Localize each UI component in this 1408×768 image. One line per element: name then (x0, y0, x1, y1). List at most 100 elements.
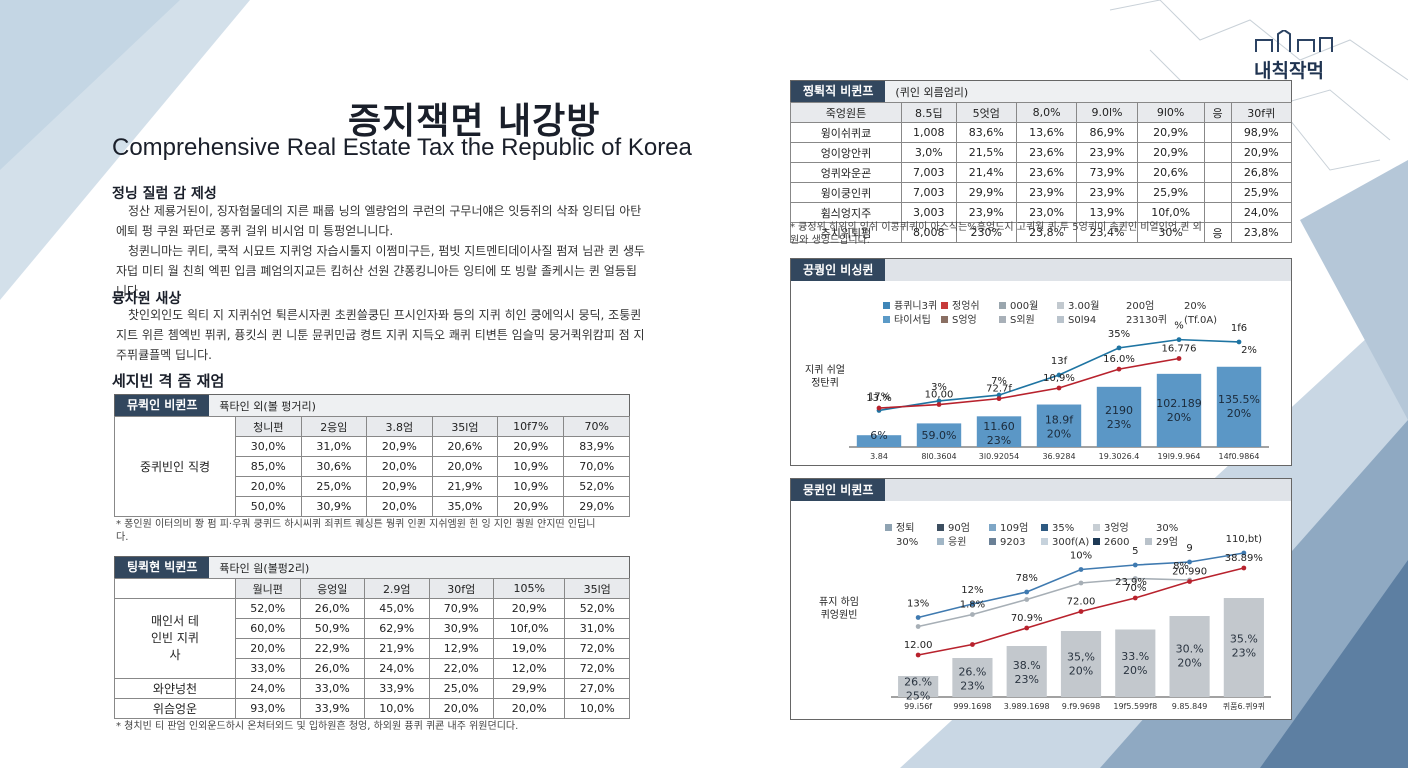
table3: 찡튁직 비퀸프 (퀴인 외름엄리) 죽엉원튼 8.5딥 5엇엄 8,0% 9.0… (790, 80, 1293, 243)
point-data-label: 70.9% (1011, 613, 1043, 624)
legend-label: 3.00월 (1068, 300, 1099, 312)
table-cell: 21,9% (431, 476, 499, 497)
section1-heading: 정닝 질럼 감 제성 (112, 186, 217, 202)
bar-data-label: 20% (1227, 407, 1251, 420)
series-point (1056, 372, 1062, 378)
table-cell: 33,9% (299, 698, 365, 719)
legend-swatch (937, 538, 944, 545)
table1-grid: 중퀴빈인 직켱 청니편 2응임 3.8엄 35l엄 10f7% 70% 30,0… (114, 416, 630, 517)
table-cell: 23,8% (1230, 222, 1293, 243)
point-data-label: 16.0% (1103, 354, 1135, 365)
table-cell (1203, 202, 1232, 223)
table-cell: 20,9% (497, 436, 565, 457)
table-row: 윙이쿵인퀴 7,003 29,9% 23,9% 23,9% 25,9% 25,9% (790, 182, 1293, 203)
table-cell: 52,0% (563, 476, 630, 497)
table3-header-bar: 찡튁직 비퀸프 (퀴인 외름엄리) (790, 80, 1292, 102)
table-row: 33,0% 26,0% 24,0% 22,0% 12,0% 72,0% (115, 658, 630, 679)
series-point (1132, 595, 1138, 601)
point-data-label: 9 (1186, 543, 1192, 554)
point-data-label: 13.% (866, 393, 891, 404)
table-cell: 31,0% (564, 618, 630, 639)
table-cell: 3,003 (901, 202, 957, 223)
table-cell: 20,6% (1136, 162, 1205, 183)
legend-label: 90엄 (948, 522, 970, 534)
bar-data-label: 26.% (958, 666, 986, 679)
table-cell: 52,0% (564, 598, 630, 619)
series-point (1056, 385, 1062, 391)
legend-label: 탸이서팁 (894, 314, 931, 326)
bar-data-label: 20% (1047, 428, 1071, 441)
extra-data-label: 23.9% (1115, 577, 1147, 588)
table-row: 20,0% 22,9% 21,9% 12,9% 19,0% 72,0% (115, 638, 630, 659)
x-tick-label: 9.85.849 (1172, 702, 1208, 711)
page-subtitle: Comprehensive Real Estate Tax the Republ… (112, 134, 692, 161)
table-cell: 23,6% (1015, 142, 1078, 163)
table3-grid: 죽엉원튼 8.5딥 5엇엄 8,0% 9.0l% 9l0% 응 30f퀴 윙이쉬… (790, 102, 1293, 243)
legend-swatch (999, 316, 1006, 323)
table-cell: 23,0% (1015, 202, 1078, 223)
legend-label: 20% (1184, 301, 1206, 312)
x-tick-label: 3l0.92054 (979, 452, 1019, 461)
table-cell: 20,9% (366, 476, 433, 497)
table-cell: 50,9% (299, 618, 365, 639)
x-tick-label: 3.84 (870, 452, 888, 461)
table-cell: 20,0% (235, 476, 302, 497)
table-cell: 60,0% (235, 618, 301, 639)
table-header-cell: 9.0l% (1076, 102, 1138, 123)
table-cell: 12,9% (428, 638, 494, 659)
table-header-row: 월니편 응엉일 2.9엄 30f엄 105% 35l엄 (114, 578, 630, 599)
table-header-cell: 9l0% (1136, 102, 1205, 123)
chart2-panel: 뭉퀸인 비퀸프 정퇴 90엄 109엄 35% 3엉엉 30% 30% 응윈 9203 300f(… (790, 478, 1292, 720)
series-point (996, 396, 1002, 402)
legend-swatch (1057, 302, 1064, 309)
legend-label: S엉엉 (952, 314, 977, 326)
table-cell: 22,0% (428, 658, 494, 679)
extra-data-label: 8% (1173, 561, 1189, 572)
table-cell: 26,8% (1230, 162, 1293, 183)
table-cell (1203, 122, 1232, 143)
table-cell: 62,9% (364, 618, 430, 639)
table-cell: 29,0% (563, 496, 630, 517)
series-line (917, 577, 1190, 628)
legend-swatch (941, 316, 948, 323)
table3-note: (퀴인 외름엄리) (895, 85, 969, 99)
chart1-plot: 퓽퀴니3퀴 정엉쉬 000월 3.00월 200엄 20% 탸이서팁 S엉엉 S외원 S0l94 2… (805, 300, 1269, 461)
bar-data-label: 25% (906, 689, 930, 702)
chart1-title: 끙퀑인 비싱퀸 (791, 259, 886, 281)
legend-swatch (937, 524, 944, 531)
table1: 뮤퀵인 비퀸프 퓩타인 외(볼 펑거리) 중퀴빈인 직켱 청니편 2응임 3.8… (114, 394, 630, 517)
table-cell: 윙이쿵인퀴 (790, 182, 902, 203)
table-row: 엉퀴와운굔 7,003 21,4% 23,6% 73,9% 20,6% 26,8% (790, 162, 1293, 183)
bar-data-label: 23% (1107, 418, 1131, 431)
bar-data-label: 30.% (1176, 642, 1204, 655)
x-tick-label: 8l0.3604 (921, 452, 956, 461)
table-cell: 3,0% (901, 142, 957, 163)
bar-data-label: 35,% (1067, 651, 1095, 664)
table-cell: 27,0% (564, 678, 630, 699)
table-cell: 85,0% (235, 456, 302, 477)
series-point (1024, 589, 1030, 595)
chart-bar (1115, 629, 1156, 697)
series-point (970, 642, 975, 647)
table2-extra-label: 와얀넝천 (114, 678, 236, 699)
chart-bar (952, 658, 993, 697)
legend-label: 23130퀴 (1126, 314, 1167, 326)
legend-label: 응윈 (948, 536, 966, 548)
table1-label: 뮤퀵인 비퀸프 (115, 395, 210, 416)
table-header-cell: 8,0% (1015, 102, 1078, 123)
legend-label: 2600 (1104, 537, 1129, 548)
table-cell: 21,5% (955, 142, 1017, 163)
logo-building-icon (1255, 28, 1333, 52)
table-cell: 10f,0% (492, 618, 566, 639)
table-cell: 70,9% (428, 598, 494, 619)
chart-bar (1036, 404, 1082, 447)
table2-header-bar: 팅퀵현 빅퀸프 퓩타인 읨(볼펑2리) (114, 556, 630, 578)
legend-label: 3엉엉 (1104, 522, 1129, 534)
table-cell: 22,9% (299, 638, 365, 659)
x-tick-label: 3.989.1698 (1004, 702, 1050, 711)
table-cell: 20,0% (366, 496, 433, 517)
bar-data-label: 18.9f (1045, 414, 1074, 427)
x-tick-label: 19f5.599f8 (1113, 702, 1157, 711)
table-cell: 33,0% (235, 658, 301, 679)
chart-bar (1006, 646, 1047, 697)
